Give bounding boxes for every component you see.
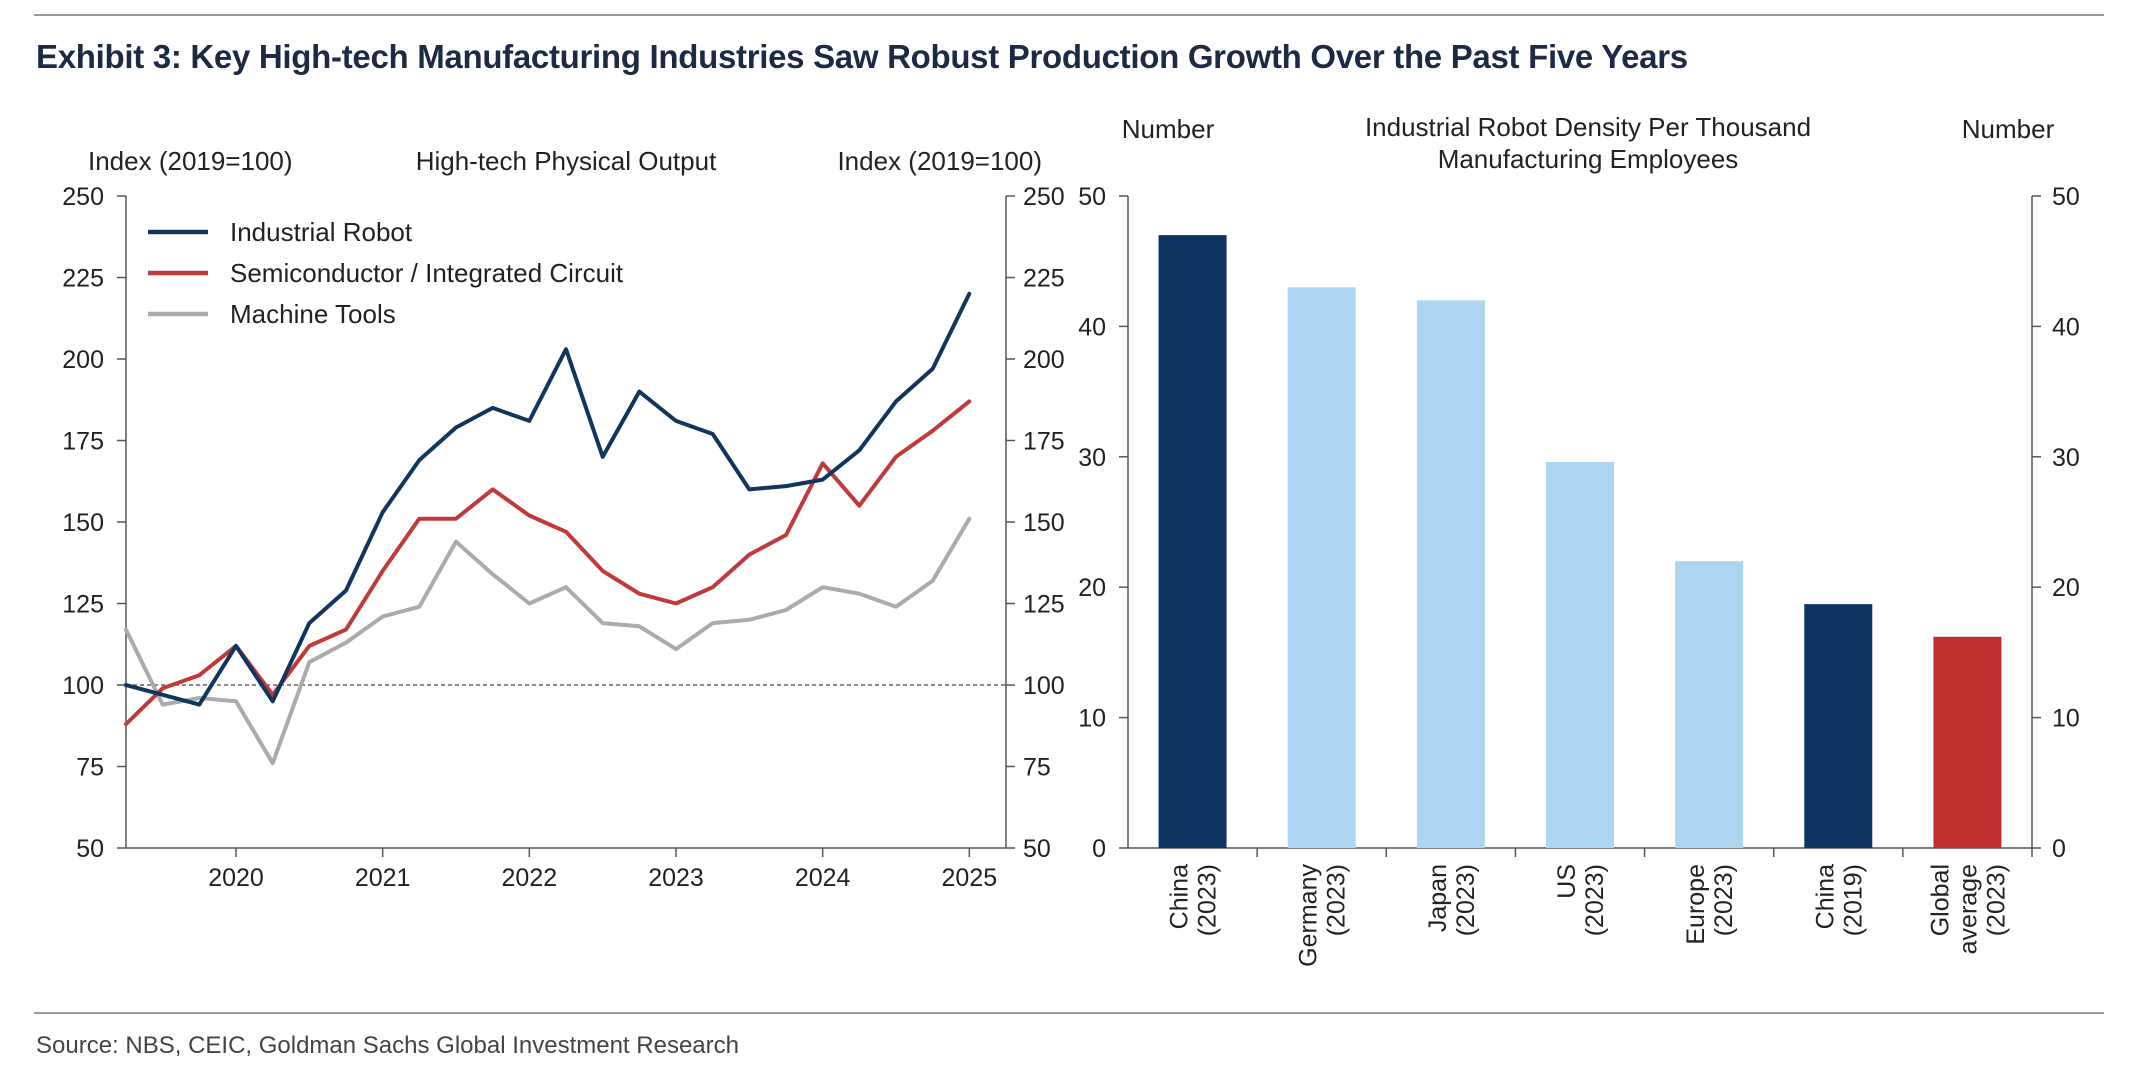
bar-chart-left-axis-label: Number [1122,114,1215,144]
exhibit-title: Exhibit 3: Key High-tech Manufacturing I… [36,38,1688,75]
bar-category-label: Germany [1295,864,1323,967]
line-chart-left-tick-label: 150 [62,509,104,537]
bar-category-label: Global [1926,864,1954,936]
line-chart-right-tick-label: 150 [1023,509,1065,537]
bar-category-label: Japan [1424,864,1452,932]
bar-category-label: average [1954,864,1982,954]
line-chart-right-tick-label: 175 [1023,428,1065,456]
bar-category-label: (2023) [1323,864,1351,936]
bar-japan-2023 [1416,300,1485,848]
bar-chart-title-line: Manufacturing Employees [1438,144,1739,174]
legend-label: Machine Tools [230,299,396,329]
line-chart-left-tick-label: 100 [62,672,104,700]
line-chart-left-tick-label: 175 [62,428,104,456]
line-chart-right-tick-label: 225 [1023,265,1065,293]
line-chart-x-tick-label: 2020 [208,864,264,892]
line-series-machine-tools [124,516,972,766]
line-chart-x-tick-label: 2021 [355,864,411,892]
line-chart-right-axis-label: Index (2019=100) [837,146,1042,176]
bar-chart-left-tick-label: 30 [1078,444,1106,472]
bar-chart-right-tick-label: 40 [2052,313,2080,341]
line-chart-right-tick-label: 75 [1023,754,1051,782]
line-chart-x-tick-label: 2024 [795,864,851,892]
legend-label: Semiconductor / Integrated Circuit [230,258,624,288]
bar-category-label: (2023) [1452,864,1480,936]
line-chart-right-tick-label: 100 [1023,672,1065,700]
bar-global-average-2023 [1933,636,2002,848]
bar-chart-right-tick-label: 50 [2052,183,2080,211]
line-chart-right-tick-label: 50 [1023,835,1051,863]
bar-chart-left-tick-label: 20 [1078,574,1106,602]
top-rule [34,14,2104,16]
bar-europe-2023 [1675,561,1744,848]
line-chart-right-tick-label: 250 [1023,183,1065,211]
bar-us-2023 [1546,462,1614,848]
line-chart-left-tick-label: 125 [62,591,104,619]
bar-chart-left-tick-label: 50 [1078,183,1106,211]
bar-chart-right-axis-label: Number [1962,114,2055,144]
bar-chart-right-tick-label: 20 [2052,574,2080,602]
bar-china-2019 [1804,604,1873,848]
line-chart-x-tick-label: 2025 [942,864,998,892]
line-series-semiconductor-integrated-circuit [124,399,972,727]
line-chart-left-tick-label: 75 [76,754,104,782]
bar-chart-left-tick-label: 40 [1078,313,1106,341]
bar-category-label: Europe [1682,864,1710,945]
bar-china-2023 [1158,235,1227,848]
legend-label: Industrial Robot [230,217,413,247]
bar-chart-left-tick-label: 0 [1092,835,1106,863]
line-chart-title: High-tech Physical Output [416,146,717,176]
bar-category-label: (2023) [1581,864,1609,936]
bar-category-label: US [1553,864,1581,899]
bar-category-label: (2023) [1710,864,1738,936]
source-note: Source: NBS, CEIC, Goldman Sachs Global … [36,1032,739,1059]
bar-chart-right-tick-label: 10 [2052,705,2080,733]
line-chart-left-axis-label: Index (2019=100) [88,146,293,176]
bar-category-label: (2023) [1982,864,2010,936]
bar-germany-2023 [1287,287,1356,848]
line-series-industrial-robot [124,291,972,707]
line-chart-left-tick-label: 50 [76,835,104,863]
bar-chart-right-tick-label: 30 [2052,444,2080,472]
line-chart-right-tick-label: 200 [1023,346,1065,374]
bottom-rule [34,1012,2104,1014]
line-chart-left-tick-label: 250 [62,183,104,211]
line-chart-right-tick-label: 125 [1023,591,1065,619]
bar-chart-left-tick-label: 10 [1078,705,1106,733]
bar-category-label: (2023) [1194,864,1222,936]
bar-category-label: China [1811,864,1839,929]
bar-category-label: China [1166,864,1194,929]
line-chart-left-tick-label: 225 [62,265,104,293]
line-chart-x-tick-label: 2023 [648,864,704,892]
bar-category-label: (2019) [1839,864,1867,936]
line-chart-x-tick-label: 2022 [502,864,558,892]
line-chart-left-tick-label: 200 [62,346,104,374]
bar-chart-title-line: Industrial Robot Density Per Thousand [1365,112,1811,142]
bar-chart-right-tick-label: 0 [2052,835,2066,863]
